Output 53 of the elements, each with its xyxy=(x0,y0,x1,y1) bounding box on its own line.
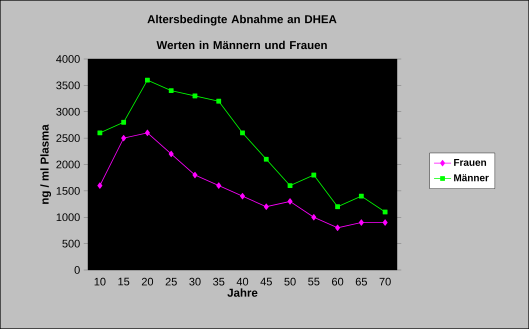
x-tick-label: 70 xyxy=(380,278,391,286)
x-tick-label: 35 xyxy=(213,278,224,286)
x-tick-label: 65 xyxy=(356,278,367,286)
point xyxy=(168,88,174,94)
point xyxy=(311,214,316,220)
point xyxy=(240,130,245,136)
x-tick-label: 20 xyxy=(142,278,154,286)
y-axis-title: ng / ml Plasma xyxy=(40,124,52,204)
point xyxy=(311,172,316,178)
point xyxy=(192,94,198,98)
point xyxy=(335,204,340,210)
y-tick-label: 2500 xyxy=(56,134,80,142)
point xyxy=(240,192,245,200)
x-tick-label: 30 xyxy=(189,278,201,286)
point xyxy=(121,134,126,142)
y-tick-label: 1000 xyxy=(56,213,80,222)
x-tick-label: 55 xyxy=(308,278,320,286)
x-axis-title: Jahre xyxy=(227,288,258,297)
y-tick-label: 4000 xyxy=(56,55,80,63)
y-tick-label: 3000 xyxy=(56,108,80,116)
point xyxy=(216,98,222,104)
point xyxy=(382,219,388,226)
x-tick-label: 50 xyxy=(284,278,296,286)
point xyxy=(97,130,102,136)
point xyxy=(358,194,364,199)
y-tick-label: 0 xyxy=(74,266,80,274)
point xyxy=(382,210,388,214)
x-tick-label: 45 xyxy=(260,278,272,286)
point xyxy=(121,120,126,125)
point xyxy=(192,172,198,178)
point xyxy=(145,78,150,82)
point xyxy=(97,182,102,189)
point xyxy=(358,219,364,226)
x-tick-label: 60 xyxy=(332,278,344,286)
legend-label: Männer xyxy=(454,174,489,182)
y-tick-label: 3500 xyxy=(56,82,80,90)
point xyxy=(288,198,293,205)
point xyxy=(288,183,292,188)
legend-label: Frauen xyxy=(454,158,486,166)
y-tick-label: 500 xyxy=(62,240,80,248)
x-tick-label: 10 xyxy=(94,278,106,286)
x-tick-label: 40 xyxy=(236,278,248,286)
point xyxy=(264,204,269,210)
point xyxy=(335,224,340,231)
point xyxy=(264,156,269,162)
x-tick-label: 25 xyxy=(166,278,177,286)
y-tick-label: 1500 xyxy=(56,187,80,195)
chart-title: Altersbedingte Abnahme an DHEA Werten in Männern und Frauen xyxy=(147,14,337,50)
point xyxy=(144,130,150,136)
x-tick-label: 15 xyxy=(118,278,130,286)
y-tick-label: 2000 xyxy=(56,160,80,168)
point xyxy=(216,182,222,189)
point xyxy=(168,150,174,158)
